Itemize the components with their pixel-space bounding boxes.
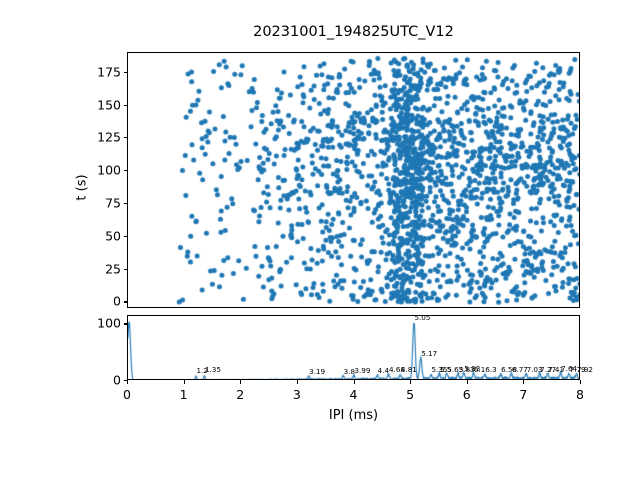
- x-tick-label: 6: [462, 387, 471, 402]
- x-tick-mark: [523, 380, 525, 384]
- y-tick-mark: [123, 202, 127, 205]
- y-tick-mark: [123, 268, 127, 270]
- hist-y-tick-mark: [123, 380, 127, 382]
- hist-y-tick-label: 0: [113, 372, 121, 388]
- peak-annotation: 5.63: [447, 364, 464, 374]
- peak-annotation: 4.4: [377, 366, 390, 376]
- x-tick-label: 8: [576, 387, 584, 402]
- y-tick-mark: [123, 137, 127, 139]
- peak-annotation: 7.27: [540, 364, 557, 374]
- peak-annotation: 5.17: [421, 349, 438, 359]
- x-tick-label: 3: [292, 387, 301, 402]
- figure-title: 20231001_194825UTC_V12: [253, 24, 454, 40]
- x-tick-mark: [127, 380, 129, 384]
- peak-annotation: 5.83: [458, 364, 475, 374]
- scatter-plot-axes: [127, 52, 580, 308]
- peak-annotation: 5.35: [431, 365, 448, 375]
- peak-annotation: 7.41: [548, 364, 565, 374]
- y-tick-mark: [123, 301, 127, 303]
- x-tick-label: 1: [179, 387, 188, 402]
- y-tick-label: 50: [105, 228, 121, 244]
- x-tick-mark: [466, 380, 468, 384]
- x-tick-mark: [296, 380, 298, 384]
- peak-annotation: 1.2: [196, 366, 208, 376]
- x-tick-mark: [580, 380, 582, 384]
- peak-annotation: 1.35: [204, 365, 221, 375]
- peak-annotation: 3.8: [343, 366, 356, 376]
- y-tick-mark: [123, 235, 127, 237]
- x-axis-label: IPI (ms): [328, 408, 379, 423]
- y-tick-label: 150: [97, 97, 121, 112]
- peak-annotation: 4.81: [400, 365, 417, 375]
- scatter-points-layer: [128, 53, 579, 307]
- y-tick-label: 100: [97, 162, 121, 178]
- x-tick-mark: [240, 380, 242, 384]
- y-tick-label: 125: [97, 129, 121, 145]
- x-tick-label: 7: [519, 387, 528, 402]
- peak-annotation: 5.93: [464, 364, 481, 374]
- y-tick-mark: [123, 170, 127, 172]
- x-tick-label: 2: [236, 387, 245, 402]
- peak-annotation: 7.64: [561, 363, 578, 373]
- y-tick-label: 175: [97, 64, 121, 80]
- peak-annotation: 3.99: [354, 366, 371, 376]
- peak-annotation: 6.1: [473, 364, 486, 374]
- hist-y-tick-label: 100: [97, 315, 121, 331]
- histogram-line-layer: [128, 316, 579, 379]
- y-tick-label: 0: [113, 293, 121, 309]
- peak-annotation: 7.03: [526, 364, 543, 374]
- peak-annotation: 6.58: [501, 364, 518, 374]
- peak-annotation: 5.05: [414, 313, 431, 323]
- x-tick-mark: [353, 380, 355, 384]
- peak-annotation: 3.19: [309, 366, 326, 376]
- histogram-axes: [127, 315, 580, 380]
- y-tick-label: 25: [105, 261, 121, 277]
- peak-annotation: 4.68: [388, 365, 405, 375]
- x-tick-label: 0: [123, 387, 131, 402]
- y-axis-label: t (s): [74, 174, 90, 201]
- x-tick-mark: [410, 380, 412, 384]
- peak-annotation: 6.3: [485, 364, 497, 374]
- peak-annotation: 5.5: [439, 364, 452, 374]
- x-tick-mark: [183, 380, 185, 384]
- hist-y-tick-mark: [123, 323, 127, 325]
- y-tick-label: 75: [105, 195, 121, 211]
- x-tick-label: 4: [349, 387, 358, 402]
- x-tick-label: 5: [406, 387, 415, 402]
- peak-annotation: 6.77: [511, 364, 528, 374]
- y-tick-mark: [123, 71, 127, 73]
- peak-annotation: 7.92: [576, 364, 593, 374]
- peak-annotation: 7.79: [569, 364, 586, 374]
- y-tick-mark: [123, 104, 127, 106]
